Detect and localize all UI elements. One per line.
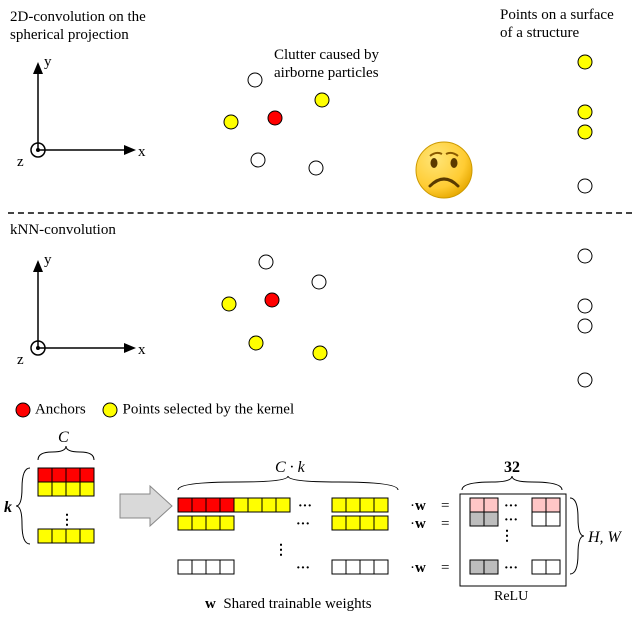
vdots-mid: ⋮ bbox=[274, 543, 288, 558]
relu-label: ReLU bbox=[494, 589, 528, 604]
w-label-1: ·w bbox=[410, 498, 426, 514]
panel1-axes bbox=[31, 62, 136, 157]
C-label: C bbox=[58, 429, 69, 446]
axis-z1: z bbox=[17, 154, 24, 170]
axis-y1: y bbox=[44, 54, 52, 70]
HW-label: H, W bbox=[587, 529, 623, 546]
eq-3: = bbox=[441, 560, 449, 576]
panel1-points bbox=[224, 55, 592, 193]
svg-text:···: ··· bbox=[504, 513, 518, 528]
w-label-3: ·w bbox=[410, 560, 426, 576]
left-kC-block bbox=[38, 468, 94, 543]
flatten-arrow-icon bbox=[120, 486, 172, 526]
svg-text:···: ··· bbox=[296, 561, 310, 576]
out32-label: 32 bbox=[504, 459, 520, 476]
eq-2: = bbox=[441, 516, 449, 532]
axis-z2: z bbox=[17, 352, 24, 368]
k-label: k bbox=[4, 499, 12, 516]
svg-text:···: ··· bbox=[298, 499, 312, 514]
w-label-2: ·w bbox=[410, 516, 426, 532]
axis-y2: y bbox=[44, 252, 52, 268]
eq-1: = bbox=[441, 498, 449, 514]
svg-text:···: ··· bbox=[296, 517, 310, 532]
sad-face-icon bbox=[416, 142, 472, 198]
axis-x1: x bbox=[138, 144, 146, 160]
weights-caption: w Shared trainable weights bbox=[205, 596, 372, 612]
mid-rows: ··· ··· ··· bbox=[178, 498, 388, 576]
diagram-svg: y x z y x z C k bbox=[0, 0, 640, 642]
out-block: ········· bbox=[470, 498, 560, 576]
Ck-label: C · k bbox=[275, 459, 306, 476]
axis-x2: x bbox=[138, 342, 146, 358]
vdots-left: ⋮ bbox=[60, 513, 74, 528]
vdots-out: ⋮ bbox=[500, 529, 514, 544]
panel2-points bbox=[222, 249, 592, 387]
svg-text:···: ··· bbox=[504, 499, 518, 514]
panel2-axes bbox=[31, 260, 136, 355]
svg-text:···: ··· bbox=[504, 561, 518, 576]
